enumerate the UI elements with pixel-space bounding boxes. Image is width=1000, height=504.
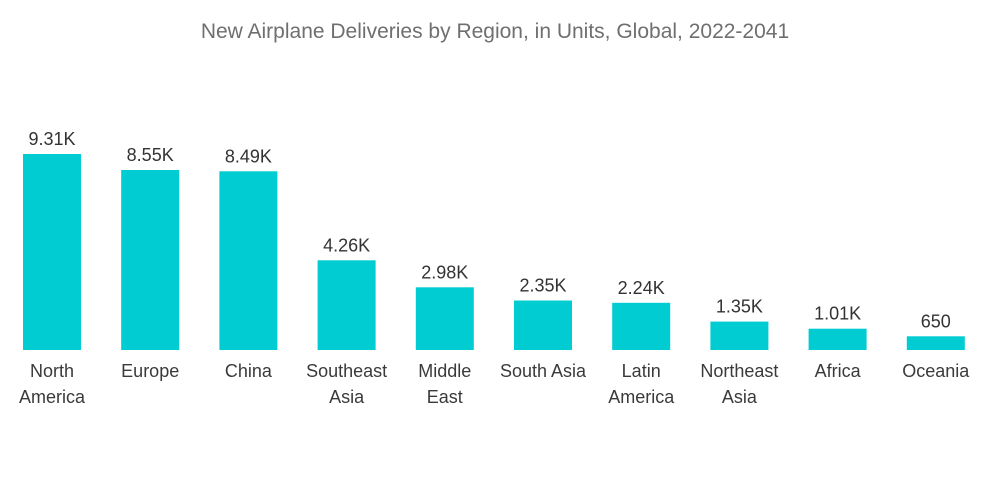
bar-middle-east	[415, 287, 474, 350]
category-label-south-asia: South Asia	[500, 361, 587, 381]
bars-layer	[23, 154, 965, 350]
bar-latin-america	[612, 302, 671, 350]
value-label-south-asia: 2.35K	[519, 276, 566, 296]
bar-europe	[121, 170, 180, 350]
bar-southeast-asia	[317, 260, 376, 350]
bar-northeast-asia	[710, 321, 769, 350]
value-label-oceania: 650	[921, 311, 951, 331]
bar-africa	[808, 328, 867, 350]
category-label-middle-east: Middle East	[418, 361, 471, 407]
value-label-china: 8.49K	[225, 146, 272, 166]
value-labels-layer: 9.31K 8.55K 8.49K 4.26K 2.98K 2.35K 2.24K 1.35K…	[28, 129, 950, 331]
value-label-europe: 8.55K	[127, 145, 174, 165]
category-label-europe: Europe	[121, 361, 179, 381]
value-label-north-america: 9.31K	[28, 129, 75, 149]
category-label-latin-america: Latin America	[608, 361, 675, 407]
category-label-north-america: North America	[19, 361, 86, 407]
bar-north-america	[23, 154, 81, 350]
category-label-northeast-asia: Northeast Asia	[700, 361, 778, 407]
bar-south-asia	[514, 300, 572, 350]
value-label-southeast-asia: 4.26K	[323, 235, 370, 255]
value-label-middle-east: 2.98K	[421, 262, 468, 282]
value-label-latin-america: 2.24K	[618, 278, 665, 298]
value-label-northeast-asia: 1.35K	[716, 297, 763, 317]
category-label-africa: Africa	[815, 361, 862, 381]
category-label-oceania: Oceania	[902, 361, 970, 381]
bar-china	[219, 171, 278, 350]
bar-oceania	[906, 336, 965, 350]
category-label-southeast-asia: Southeast Asia	[306, 361, 387, 407]
value-label-africa: 1.01K	[814, 304, 861, 324]
category-label-china: China	[225, 361, 273, 381]
category-labels-layer: North America Europe China Southeast Asia Midd…	[19, 361, 970, 407]
chart-title: New Airplane Deliveries by Region, in Un…	[201, 20, 789, 43]
